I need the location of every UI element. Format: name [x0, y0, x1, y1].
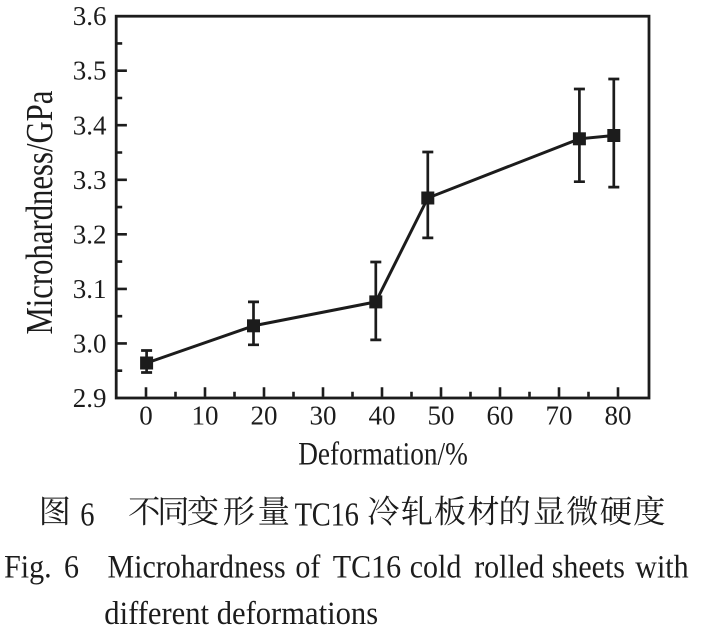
svg-text:50: 50 [428, 401, 455, 431]
svg-text:cold: cold [410, 548, 462, 584]
svg-text:Deformation/%: Deformation/% [298, 436, 468, 472]
svg-text:TC16: TC16 [333, 548, 401, 584]
svg-text:0: 0 [139, 401, 153, 431]
svg-text:3.5: 3.5 [73, 56, 107, 86]
svg-text:with: with [635, 548, 689, 584]
svg-text:Microhardness: Microhardness [108, 548, 286, 584]
svg-text:different deformations: different deformations [104, 595, 378, 631]
svg-text:3.0: 3.0 [73, 328, 107, 358]
svg-text:3.2: 3.2 [73, 219, 107, 249]
svg-text:2.9: 2.9 [73, 383, 107, 413]
svg-text:40: 40 [369, 401, 396, 431]
svg-text:sheets: sheets [552, 548, 625, 584]
svg-text:80: 80 [605, 401, 632, 431]
svg-text:20: 20 [251, 401, 278, 431]
svg-text:3.1: 3.1 [73, 274, 107, 304]
svg-text:30: 30 [310, 401, 337, 431]
svg-text:TC16: TC16 [295, 495, 359, 533]
svg-text:6: 6 [80, 495, 94, 533]
svg-text:60: 60 [487, 401, 514, 431]
svg-text:Fig.: Fig. [4, 548, 52, 584]
svg-text:3.4: 3.4 [73, 110, 107, 140]
svg-text:Microhardness/GPa: Microhardness/GPa [19, 91, 61, 335]
svg-text:3.6: 3.6 [73, 1, 107, 31]
svg-text:70: 70 [546, 401, 573, 431]
svg-text:3.3: 3.3 [73, 165, 107, 195]
svg-text:rolled: rolled [474, 548, 544, 584]
svg-text:10: 10 [192, 401, 219, 431]
svg-text:6: 6 [64, 548, 79, 584]
svg-text:of: of [295, 548, 321, 584]
